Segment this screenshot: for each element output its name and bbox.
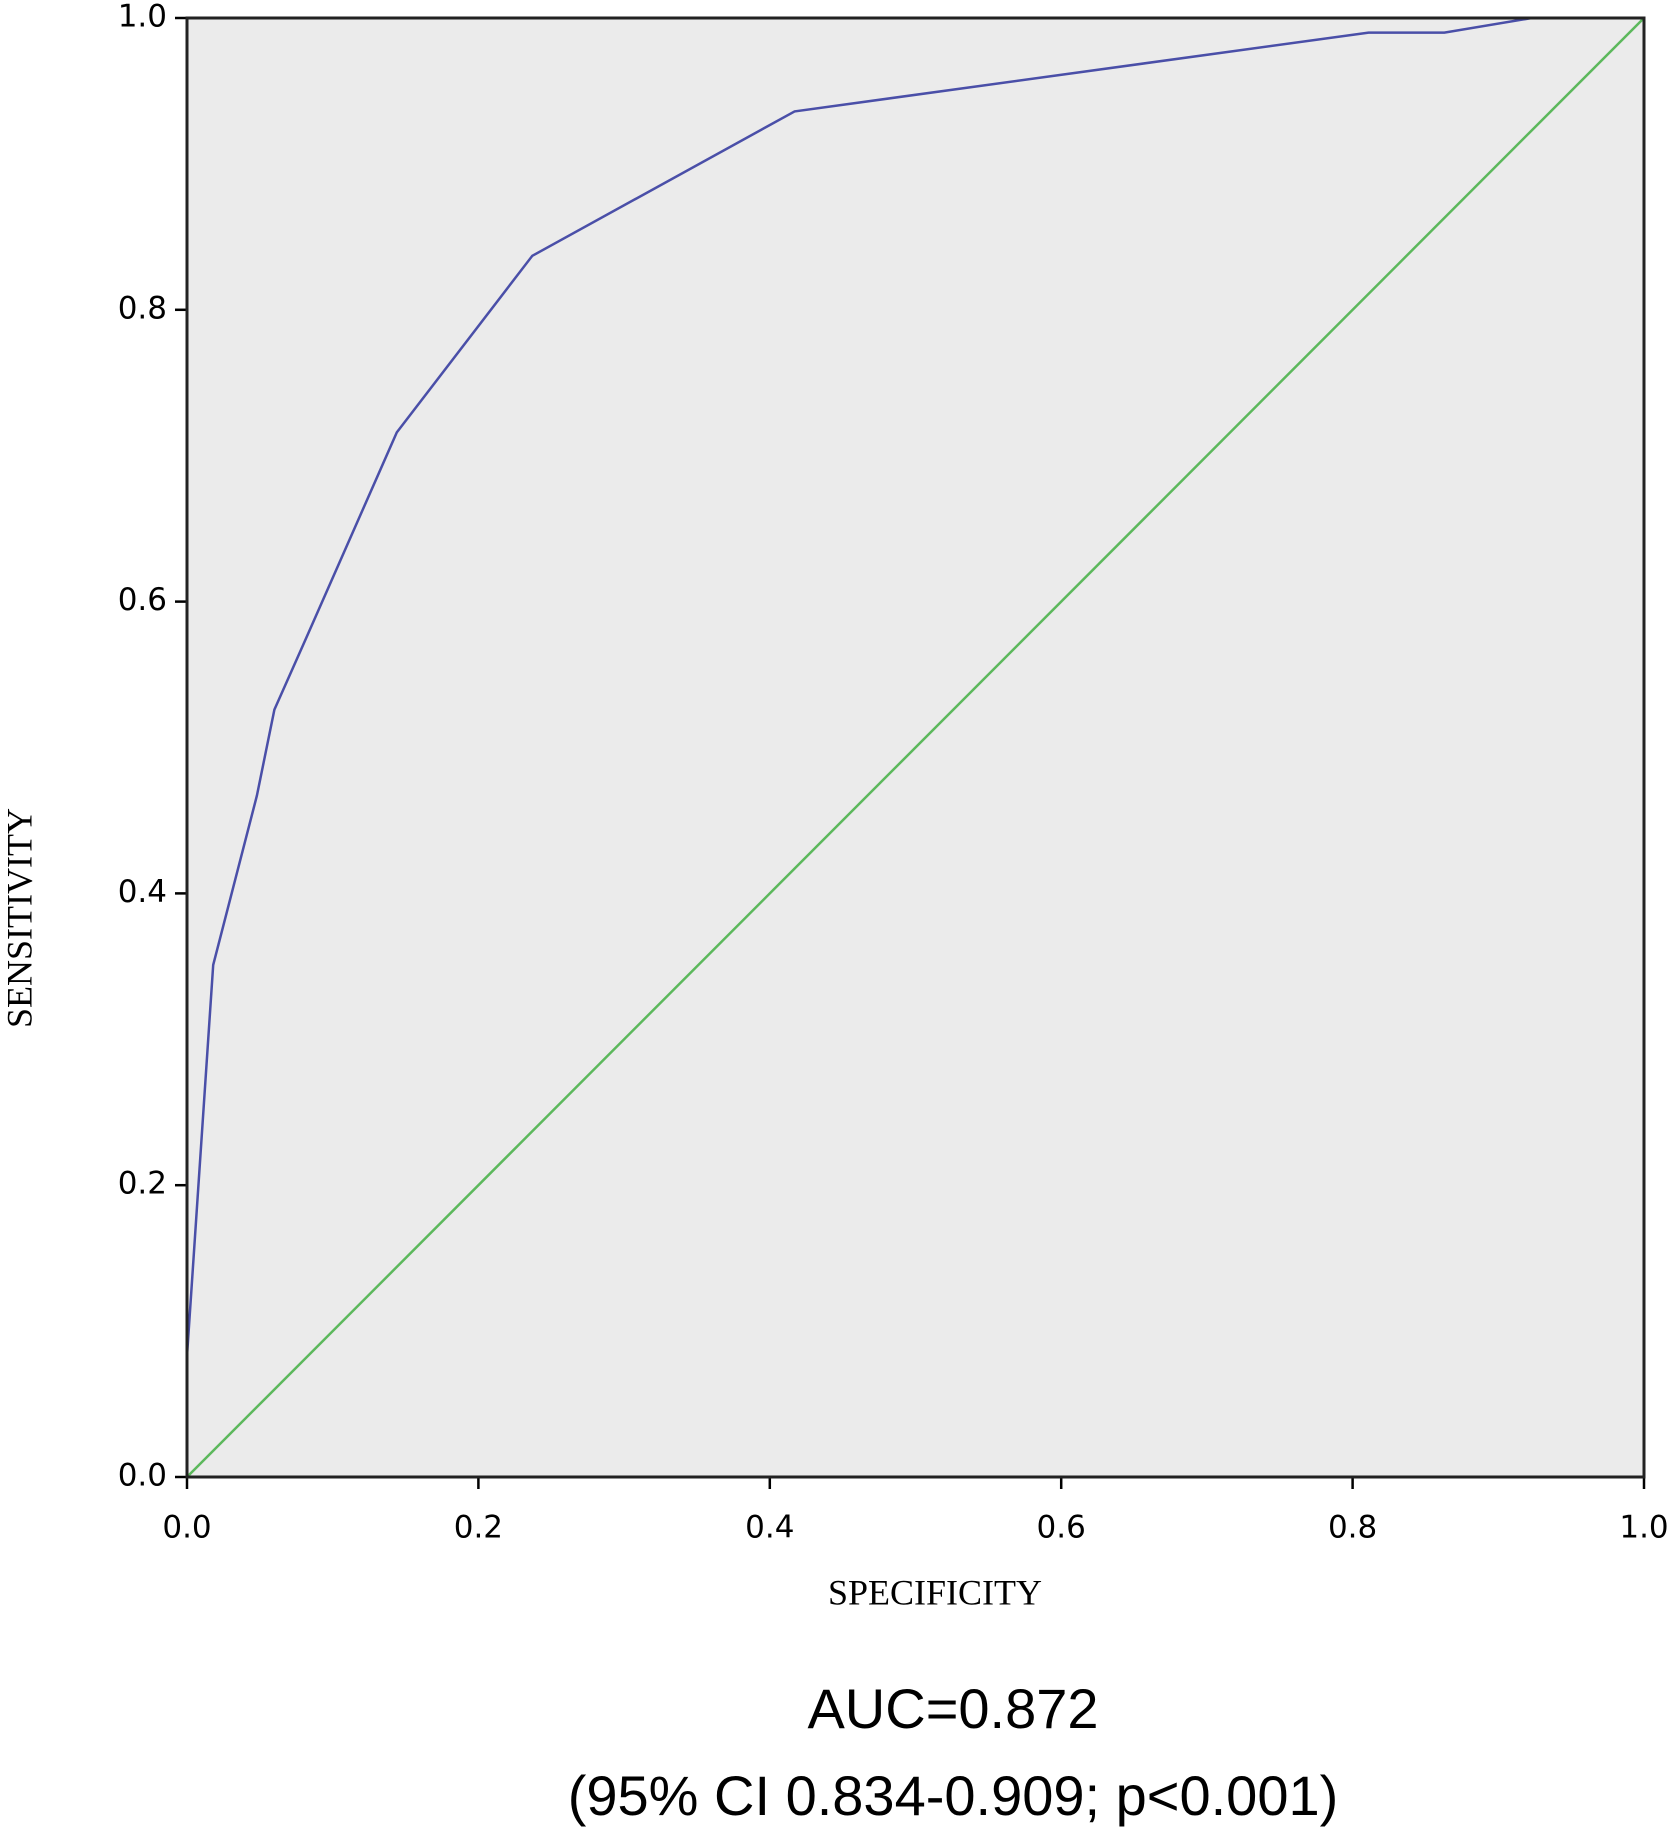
- roc-line: [186, 17, 1645, 1478]
- x-axis-title: SPECIFICITY: [828, 1572, 1042, 1612]
- y-tick-label: 0.4: [118, 874, 167, 910]
- x-tick-label: 0.4: [745, 1510, 794, 1546]
- roc-line: [185, 16, 1644, 1477]
- y-tick-label: 1.0: [118, 0, 167, 35]
- y-tick-label: 0.8: [118, 290, 167, 326]
- y-tick-label: 0.2: [118, 1166, 167, 1202]
- ci-annotation: (95% CI 0.834-0.909; p<0.001): [568, 1764, 1339, 1827]
- x-tick-label: 1.0: [1619, 1510, 1668, 1546]
- x-tick-label: 0.8: [1328, 1510, 1377, 1546]
- plot-border: [185, 16, 1646, 1479]
- y-axis-title: SENSITIVITY: [0, 808, 39, 1028]
- x-tick-label: 0.0: [162, 1510, 211, 1546]
- x-tick-label: 0.6: [1037, 1510, 1086, 1546]
- x-tick-label: 0.2: [454, 1510, 503, 1546]
- y-tick-label: 0.6: [118, 582, 167, 618]
- auc-annotation: AUC=0.872: [807, 1677, 1098, 1740]
- y-tick-label: 0.0: [118, 1458, 167, 1494]
